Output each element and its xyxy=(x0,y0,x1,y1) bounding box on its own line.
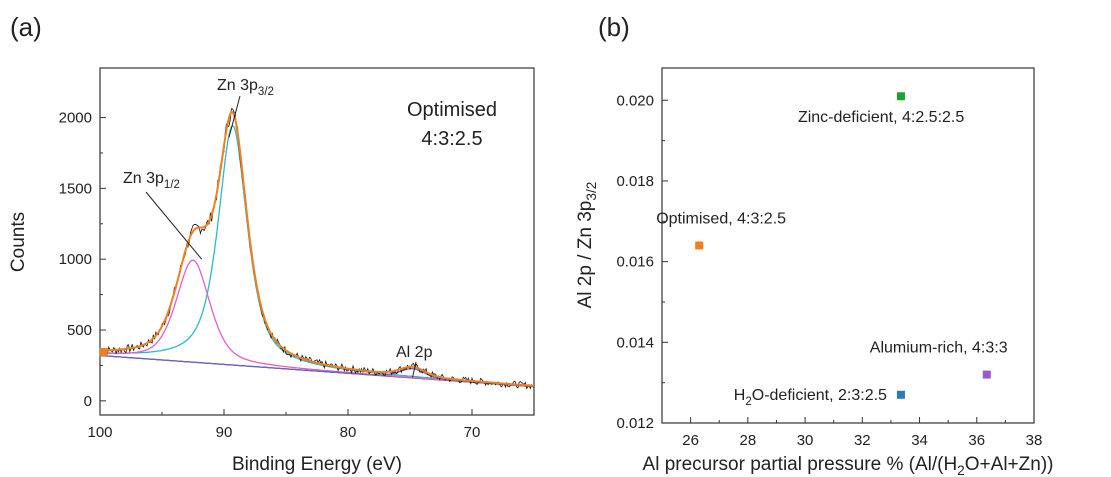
spectrum-curves xyxy=(99,108,535,390)
x-tick-label-b: 30 xyxy=(797,432,814,449)
x-tick-label-a: 80 xyxy=(340,424,357,441)
y-tick-label-b: 0.016 xyxy=(616,254,654,271)
y-axis-title-a: Counts xyxy=(8,212,29,272)
point-label: H2O-deficient, 2:3:2.5 xyxy=(734,387,887,408)
y-tick-label-b: 0.020 xyxy=(616,92,654,109)
point-label: Optimised, 4:3:2.5 xyxy=(656,211,786,228)
x-tick-label-b: 28 xyxy=(740,432,757,449)
y-axis-title-b: Al 2p / Zn 3p3/2 xyxy=(575,182,599,309)
data-start-marker xyxy=(99,347,108,356)
zn-3p32-component-curve xyxy=(100,124,535,387)
axis-ticks-a: 100 90 80 70 0 500 1000 1500 2000 xyxy=(59,110,481,441)
ratio-scatter-chart: 26 28 30 32 34 36 380.0120.0140.0160.0180.020 … xyxy=(616,67,1042,449)
peak-leader-al-2p xyxy=(411,361,417,378)
raw-data-curve xyxy=(99,108,535,390)
x-tick-label-b: 32 xyxy=(854,432,871,449)
x-tick-label-a: 100 xyxy=(87,424,112,441)
xps-spectrum-chart: 100 90 80 70 0 500 1000 1500 2000 Zn 3p3/2 Zn 3p1… xyxy=(59,67,535,441)
peak-leader-zn-3p12 xyxy=(145,191,203,260)
envelope-fit-curve xyxy=(99,111,535,387)
y-tick-label-a: 1000 xyxy=(59,251,92,268)
x-tick-label-b: 34 xyxy=(911,432,928,449)
plot-frame-a xyxy=(99,67,535,416)
y-tick-label-a: 2000 xyxy=(59,110,92,127)
x-tick-label-a: 90 xyxy=(216,424,233,441)
point-label: Zinc-deficient, 4:2.5:2.5 xyxy=(798,109,964,126)
scatter-points: Optimised, 4:3:2.5 Zinc-deficient, 4:2.5:… xyxy=(656,92,1008,408)
x-axis-title-b: Al precursor partial pressure % (Al/(H2O… xyxy=(643,454,1054,477)
y-tick-label-b: 0.018 xyxy=(616,173,654,190)
scatter-point xyxy=(896,92,905,101)
y-tick-label-a: 0 xyxy=(84,393,92,410)
scatter-point xyxy=(695,241,704,250)
plot-frame-b xyxy=(661,67,1035,424)
peak-leader-zn-3p32 xyxy=(228,95,241,138)
y-tick-label-a: 500 xyxy=(67,322,92,339)
x-tick-label-b: 26 xyxy=(682,432,699,449)
peak-label-al-2p: Al 2p xyxy=(396,344,433,361)
peak-annotations: Zn 3p3/2 Zn 3p1/2 Al 2p xyxy=(123,77,433,378)
y-tick-label-b: 0.014 xyxy=(616,334,654,351)
scatter-point xyxy=(982,370,991,379)
annotation-ratio: 4:3:2.5 xyxy=(421,128,482,150)
axis-ticks-b: 26 28 30 32 34 36 38 0.012 0.014 0.016 0.018 0.020 xyxy=(616,92,1042,449)
x-tick-label-b: 38 xyxy=(1026,432,1043,449)
x-tick-label-a: 70 xyxy=(464,424,481,441)
panel-label-b: (b) xyxy=(598,12,630,42)
y-tick-label-a: 1500 xyxy=(59,180,92,197)
panel-label-a: (a) xyxy=(10,12,42,42)
peak-label-zn-3p32: Zn 3p3/2 xyxy=(217,77,274,98)
x-axis-title-a: Binding Energy (eV) xyxy=(232,454,402,475)
point-label: Alumium-rich, 4:3:3 xyxy=(870,340,1008,357)
x-tick-label-b: 36 xyxy=(968,432,985,449)
scatter-point xyxy=(896,390,905,399)
annotation-title: Optimised xyxy=(407,99,497,121)
y-tick-label-b: 0.012 xyxy=(616,415,654,432)
peak-label-zn-3p12: Zn 3p1/2 xyxy=(123,170,180,191)
